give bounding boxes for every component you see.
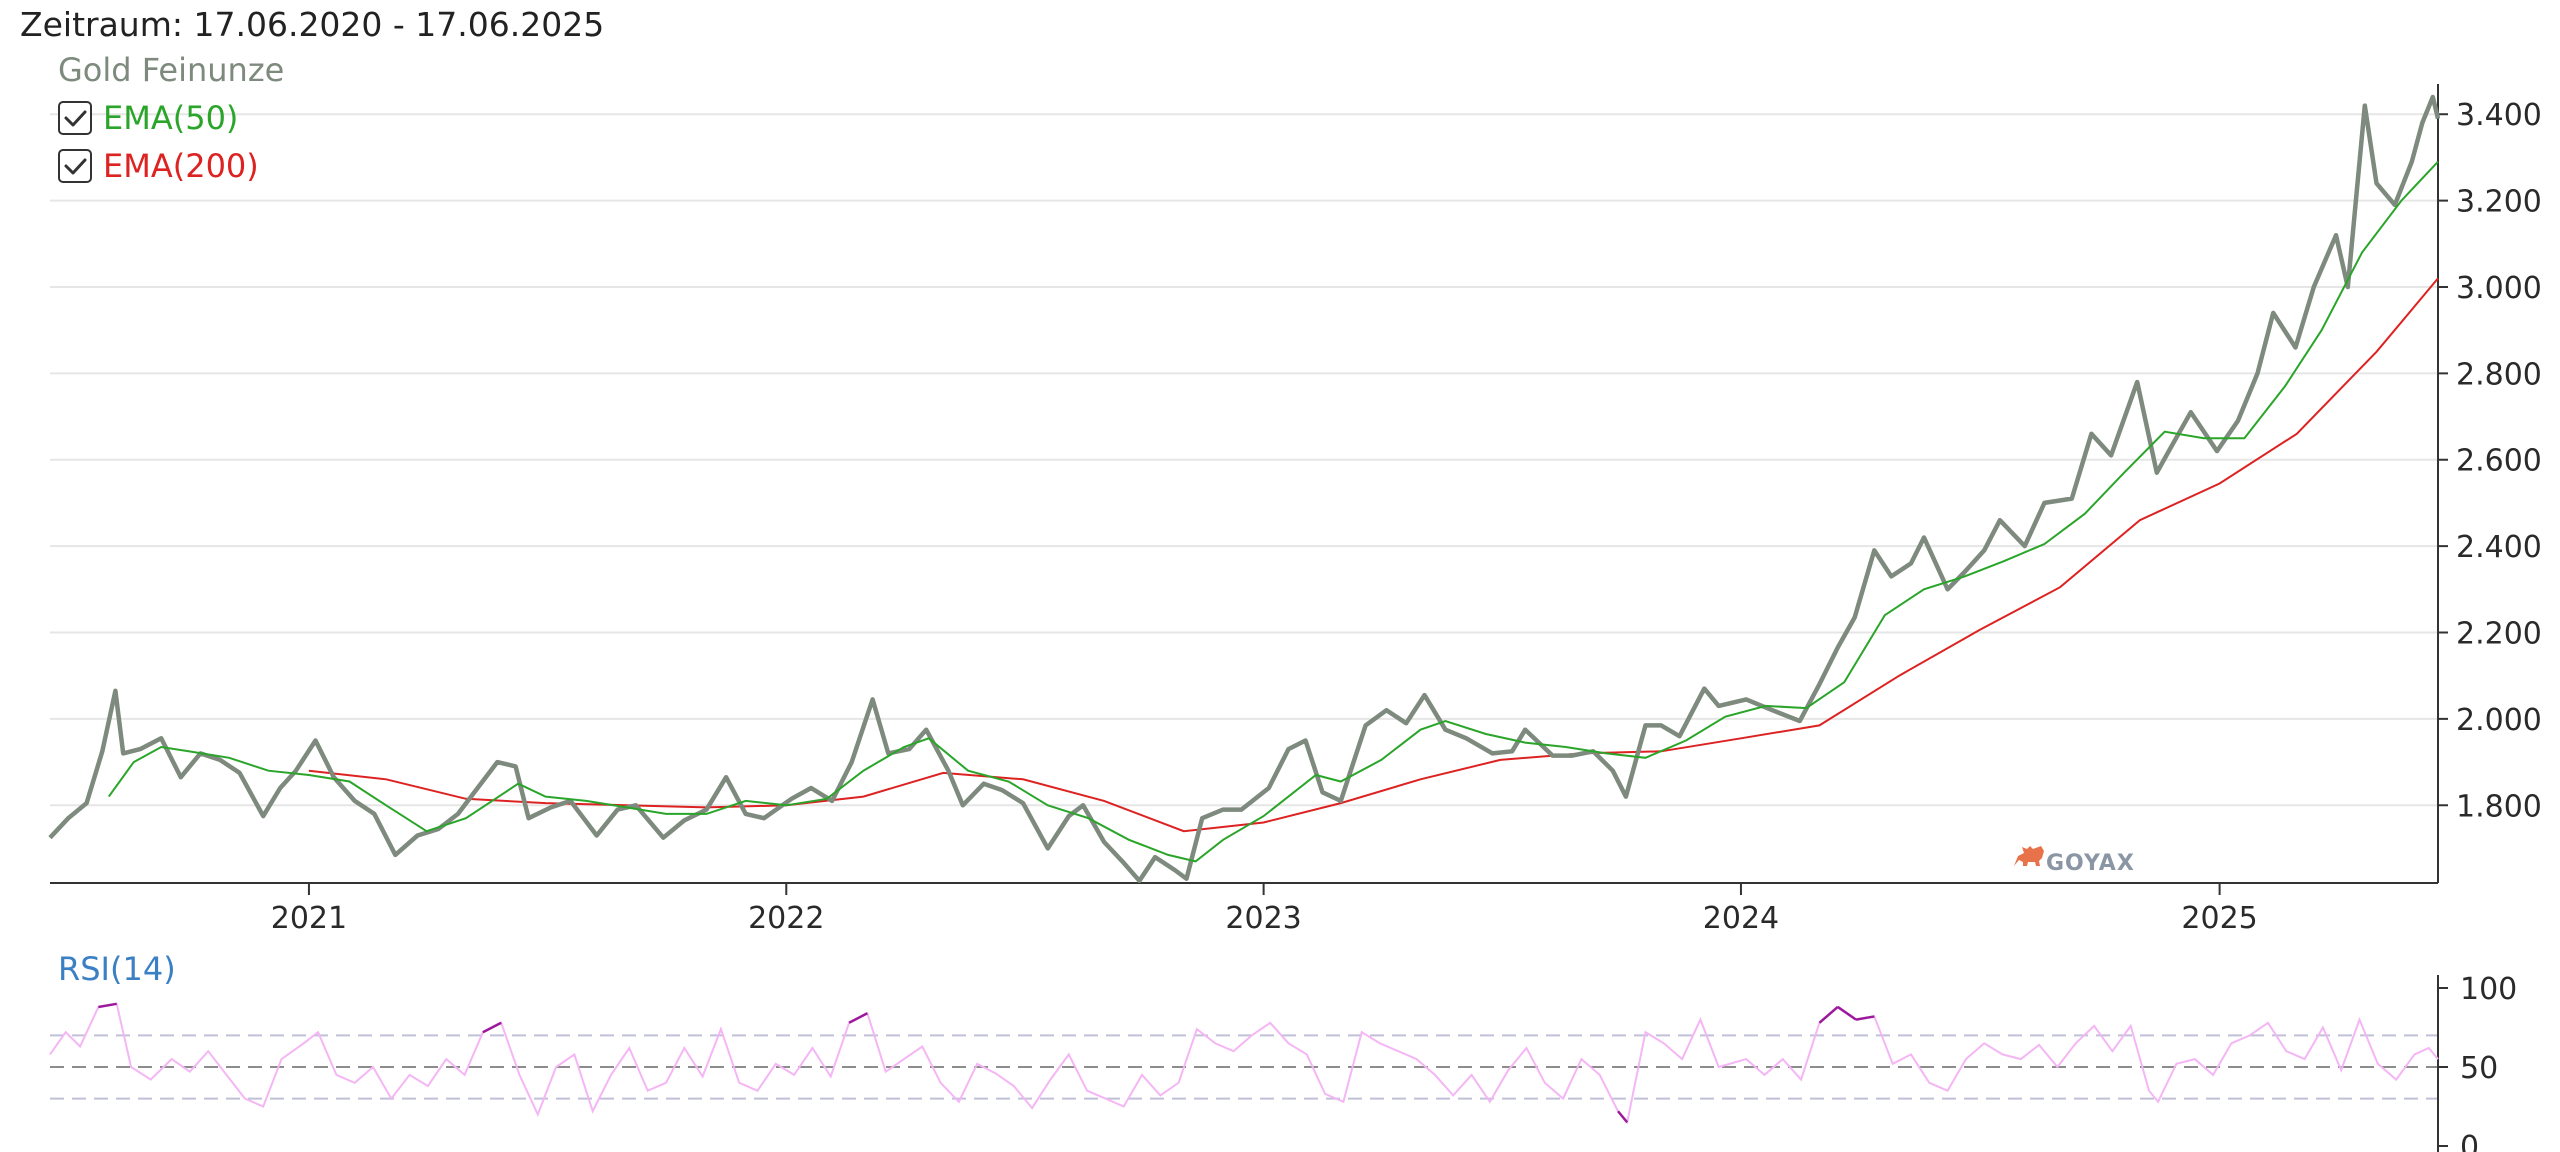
- x-tick-label: 2023: [1225, 901, 1301, 936]
- legend-main-series: Gold Feinunze: [58, 51, 284, 89]
- y-tick-label: 2.800: [2456, 357, 2542, 392]
- rsi-extreme-segment: [482, 1021, 502, 1034]
- ema200-label[interactable]: EMA(200): [103, 147, 259, 185]
- ema50-checkbox[interactable]: [58, 101, 92, 135]
- y-tick-label: 1.800: [2456, 789, 2542, 824]
- x-tick-label: 2024: [1703, 901, 1779, 936]
- y-tick-label: 3.000: [2456, 271, 2542, 306]
- rsi-panel: RSI(14) 0 50 100: [49, 950, 2517, 1152]
- rsi-y-tick-label: 100: [2460, 972, 2517, 1007]
- rsi-y-axis: 0 50 100: [2438, 972, 2517, 1152]
- rsi-extreme-segment: [848, 1012, 868, 1024]
- rsi-extreme-segments: [98, 1002, 1875, 1124]
- period-label: Zeitraum: 17.06.2020 - 17.06.2025: [20, 5, 604, 44]
- y-tick-label: 2.200: [2456, 617, 2542, 652]
- main-chart-panel: 1.800 2.000 2.200 2.400 2.600 2.800 3.000 3.200…: [48, 84, 2542, 936]
- y-tick-label: 3.400: [2456, 98, 2542, 133]
- ema200-toggle[interactable]: EMA(200): [58, 147, 259, 185]
- checkmark-icon: [64, 158, 87, 175]
- bull-logo-icon: [2014, 846, 2044, 866]
- time-x-axis: 2021 2022 2023 2024 2025: [271, 883, 2258, 936]
- legend: Gold Feinunze EMA(50) EMA(200): [58, 51, 284, 185]
- price-y-axis: 1.800 2.000 2.200 2.400 2.600 2.800 3.000 3.200…: [2438, 98, 2542, 824]
- ema50-label[interactable]: EMA(50): [103, 99, 238, 137]
- x-tick-label: 2021: [271, 901, 347, 936]
- y-tick-label: 2.600: [2456, 444, 2542, 479]
- rsi-extreme-segment: [1818, 1006, 1839, 1024]
- y-tick-label: 2.000: [2456, 703, 2542, 738]
- rsi-line: [49, 1002, 2439, 1125]
- ema200-line: [308, 277, 2439, 833]
- y-tick-label: 2.400: [2456, 530, 2542, 565]
- ema50-toggle[interactable]: EMA(50): [58, 99, 238, 137]
- watermark-logo: GOYAX: [2014, 846, 2135, 876]
- rsi-extreme-segment: [98, 1002, 117, 1009]
- gold-price-line: [48, 94, 2441, 884]
- y-tick-label: 3.200: [2456, 185, 2542, 220]
- rsi-extreme-segment: [1837, 1005, 1857, 1021]
- brand-name: GOYAX: [2046, 851, 2135, 876]
- x-tick-label: 2025: [2181, 901, 2257, 936]
- rsi-y-tick-label: 0: [2460, 1130, 2479, 1152]
- rsi-reference-lines: [50, 1034, 2438, 1100]
- x-tick-label: 2022: [748, 901, 824, 936]
- checkmark-icon: [64, 110, 87, 127]
- ema50-line: [107, 161, 2439, 863]
- rsi-extreme-segment: [1855, 1015, 1875, 1021]
- main-grid: [50, 113, 2438, 807]
- rsi-y-tick-label: 50: [2460, 1051, 2498, 1086]
- ema200-checkbox[interactable]: [58, 149, 92, 183]
- rsi-extreme-segment: [1617, 1110, 1629, 1124]
- rsi-label: RSI(14): [58, 950, 176, 988]
